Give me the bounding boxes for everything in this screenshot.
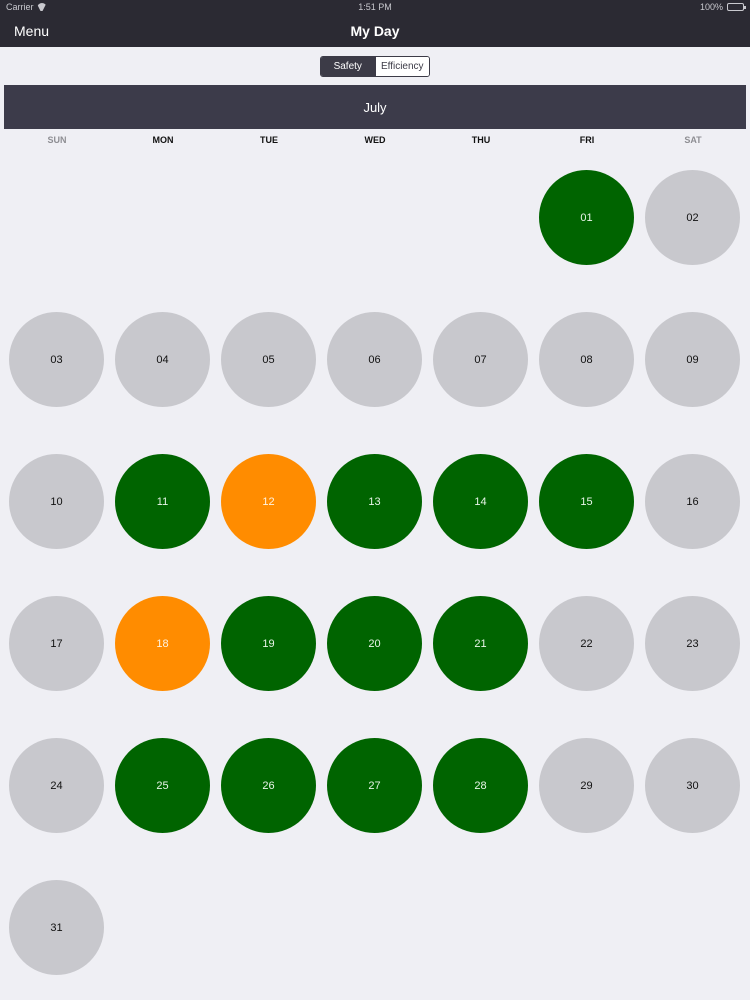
calendar-day-19[interactable]: 19 (221, 596, 316, 691)
calendar-day-25[interactable]: 25 (115, 738, 210, 833)
calendar-day-23[interactable]: 23 (645, 596, 740, 691)
calendar-day-05[interactable]: 05 (221, 312, 316, 407)
segment-safety[interactable]: Safety (321, 57, 375, 76)
weekday-fri: FRI (579, 135, 595, 145)
month-label: July (363, 99, 387, 115)
calendar-day-01[interactable]: 01 (539, 170, 634, 265)
calendar-day-16[interactable]: 16 (645, 454, 740, 549)
carrier-indicator: Carrier (6, 2, 47, 12)
carrier-label: Carrier (6, 2, 34, 12)
weekday-tue: TUE (260, 135, 278, 145)
mode-segmented-control: Safety Efficiency (320, 56, 430, 77)
weekday-sun: SUN (47, 135, 67, 145)
calendar-day-29[interactable]: 29 (539, 738, 634, 833)
battery-icon (727, 3, 746, 11)
nav-bar: Menu My Day (0, 15, 750, 47)
segment-efficiency[interactable]: Efficiency (374, 57, 429, 76)
battery-indicator: 100% (699, 2, 746, 12)
calendar-day-15[interactable]: 15 (539, 454, 634, 549)
calendar-day-21[interactable]: 21 (433, 596, 528, 691)
calendar-day-06[interactable]: 06 (327, 312, 422, 407)
calendar-day-03[interactable]: 03 (9, 312, 104, 407)
menu-button[interactable]: Menu (14, 23, 50, 39)
calendar-day-17[interactable]: 17 (9, 596, 104, 691)
weekday-mon: MON (152, 135, 174, 145)
calendar-day-26[interactable]: 26 (221, 738, 316, 833)
weekday-wed: WED (364, 135, 386, 145)
page-title: My Day (350, 23, 400, 39)
calendar-day-24[interactable]: 24 (9, 738, 104, 833)
calendar-day-09[interactable]: 09 (645, 312, 740, 407)
calendar-day-08[interactable]: 08 (539, 312, 634, 407)
calendar-day-04[interactable]: 04 (115, 312, 210, 407)
status-bar: Carrier 1:51 PM 100% (0, 0, 750, 15)
calendar-day-07[interactable]: 07 (433, 312, 528, 407)
calendar-day-27[interactable]: 27 (327, 738, 422, 833)
month-header: July (4, 85, 746, 129)
weekday-header: SUN MON TUE WED THU FRI SAT (4, 135, 746, 147)
calendar-day-28[interactable]: 28 (433, 738, 528, 833)
calendar-day-12[interactable]: 12 (221, 454, 316, 549)
calendar-day-10[interactable]: 10 (9, 454, 104, 549)
calendar-day-02[interactable]: 02 (645, 170, 740, 265)
weekday-thu: THU (471, 135, 491, 145)
calendar-day-20[interactable]: 20 (327, 596, 422, 691)
calendar-day-11[interactable]: 11 (115, 454, 210, 549)
calendar-day-31[interactable]: 31 (9, 880, 104, 975)
weekday-sat: SAT (684, 135, 702, 145)
calendar-day-14[interactable]: 14 (433, 454, 528, 549)
calendar-day-22[interactable]: 22 (539, 596, 634, 691)
calendar-day-30[interactable]: 30 (645, 738, 740, 833)
calendar-day-13[interactable]: 13 (327, 454, 422, 549)
calendar-day-18[interactable]: 18 (115, 596, 210, 691)
status-time: 1:51 PM (358, 2, 392, 12)
battery-label: 100% (699, 2, 723, 12)
